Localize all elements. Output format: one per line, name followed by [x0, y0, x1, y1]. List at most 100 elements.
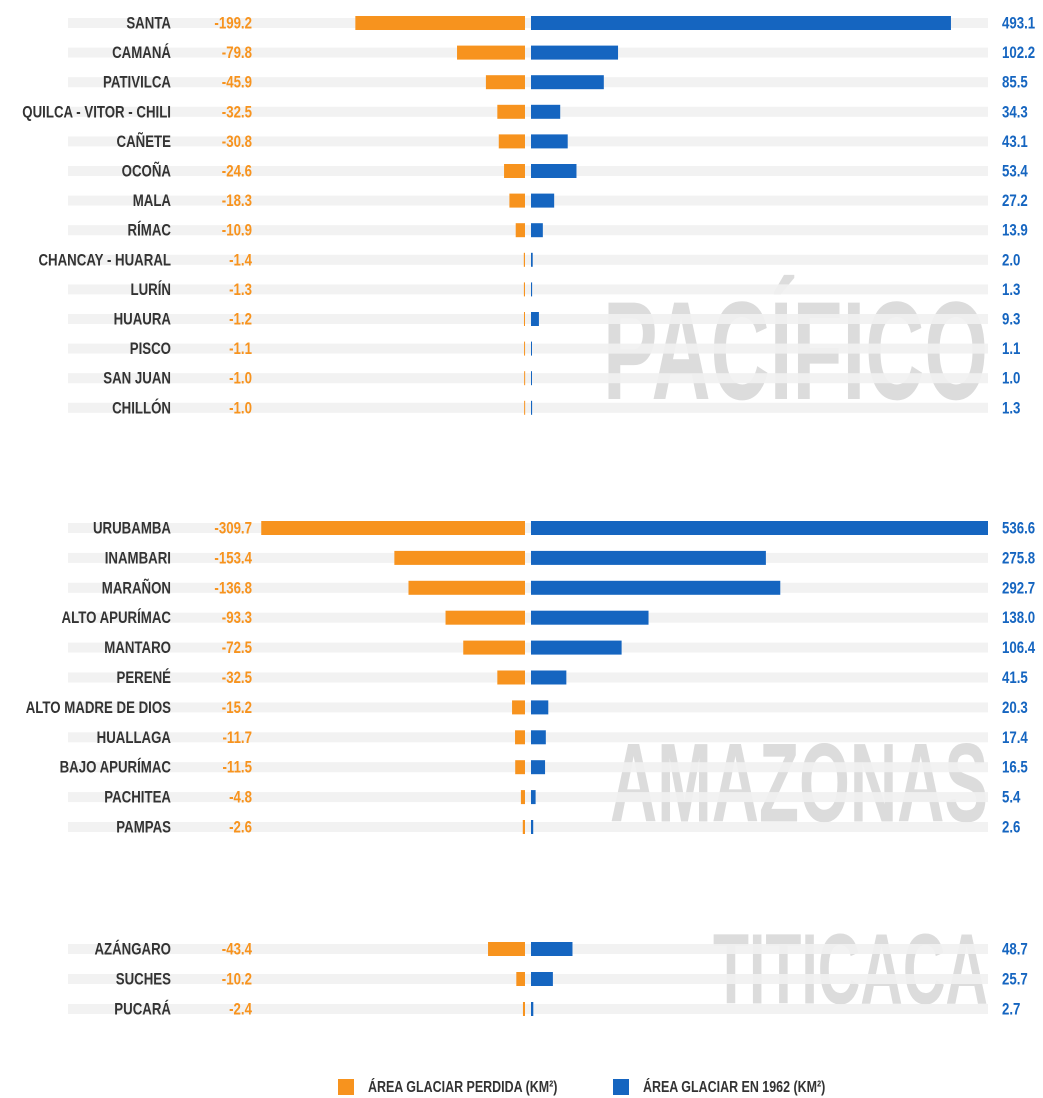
category-label: PACHITEA: [104, 788, 171, 807]
category-label: CHANCAY - HUARAL: [38, 251, 171, 270]
bar: [531, 521, 988, 535]
track: [68, 612, 988, 623]
value-label: -15.2: [222, 698, 252, 717]
legend-label: ÁREA GLACIAR PERDIDA (KM²): [368, 1078, 558, 1097]
category-label: SANTA: [126, 14, 171, 33]
category-label: AZÁNGARO: [94, 940, 171, 959]
bar: [497, 104, 525, 119]
category-label: OCOÑA: [122, 161, 171, 181]
value-label: -18.3: [222, 192, 252, 211]
bar: [531, 670, 567, 685]
bar: [520, 790, 525, 805]
bar: [531, 193, 555, 208]
bar: [512, 700, 525, 715]
track: [68, 106, 988, 117]
bar: [515, 223, 525, 238]
value-label: -1.3: [229, 280, 252, 299]
value-label: 138.0: [1002, 609, 1035, 628]
category-label: CAÑETE: [117, 131, 171, 151]
track: [68, 402, 988, 413]
bar: [523, 312, 525, 326]
value-label: -93.3: [222, 609, 252, 628]
category-label: PUCARÁ: [114, 1000, 171, 1019]
category-label: ALTO MADRE DE DIOS: [26, 698, 171, 717]
track: [68, 18, 988, 28]
bar: [515, 760, 525, 775]
legend-swatch: [338, 1079, 354, 1095]
bar: [523, 252, 525, 267]
category-label: URUBAMBA: [93, 519, 171, 538]
value-label: 1.0: [1002, 369, 1020, 388]
track: [68, 792, 988, 803]
category-label: HUAURA: [114, 310, 171, 329]
category-label: CAMANÁ: [112, 44, 171, 63]
bar: [463, 640, 525, 655]
bar: [531, 104, 561, 119]
value-label: 493.1: [1002, 14, 1036, 33]
bar: [488, 942, 525, 956]
track: [68, 373, 988, 384]
category-label: MALA: [133, 192, 171, 211]
category-label: HUALLAGA: [97, 728, 171, 747]
value-label: 536.6: [1002, 519, 1035, 538]
bar: [261, 521, 525, 535]
track: [68, 974, 988, 984]
value-label: -11.5: [223, 758, 253, 777]
value-label: 34.3: [1002, 103, 1028, 122]
value-label: 292.7: [1002, 579, 1035, 598]
track: [68, 552, 988, 563]
track: [68, 284, 988, 295]
value-label: 48.7: [1002, 940, 1028, 959]
value-label: 5.4: [1002, 788, 1021, 807]
track: [68, 672, 988, 683]
value-label: 2.0: [1002, 251, 1020, 270]
value-label: 85.5: [1002, 73, 1028, 92]
bar: [524, 400, 526, 415]
bar: [531, 580, 781, 595]
track: [68, 343, 988, 354]
bar: [531, 16, 951, 30]
track: [68, 642, 988, 653]
bar: [531, 942, 573, 956]
track: [68, 254, 988, 265]
value-label: -72.5: [222, 639, 253, 658]
value-label: 1.3: [1002, 280, 1020, 299]
value-label: -136.8: [214, 579, 252, 598]
category-label: RÍMAC: [128, 221, 171, 240]
value-label: -32.5: [222, 103, 253, 122]
category-label: PAMPAS: [116, 818, 171, 837]
value-label: 17.4: [1002, 728, 1028, 747]
track: [68, 77, 988, 88]
category-label: PISCO: [130, 340, 171, 359]
category-label: PATIVILCA: [103, 73, 171, 92]
bar: [394, 550, 525, 565]
bar: [531, 760, 546, 775]
value-label: 41.5: [1002, 668, 1028, 687]
track: [68, 702, 988, 713]
category-label: INAMBARI: [105, 549, 171, 568]
track: [68, 762, 988, 773]
value-label: 25.7: [1002, 970, 1028, 989]
value-label: -24.6: [222, 162, 252, 181]
category-label: PERENÉ: [117, 668, 171, 687]
value-label: -79.8: [222, 44, 252, 63]
value-label: -199.2: [214, 14, 252, 33]
bar: [522, 820, 525, 834]
category-label: QUILCA - VITOR - CHILI: [22, 103, 171, 122]
value-label: 13.9: [1002, 221, 1028, 240]
value-label: 27.2: [1002, 192, 1028, 211]
bar: [531, 790, 536, 805]
bar: [531, 341, 532, 356]
bar: [531, 164, 577, 178]
value-label: -30.8: [222, 132, 252, 151]
value-label: -10.2: [222, 970, 252, 989]
value-label: -1.1: [229, 340, 252, 359]
bar: [531, 45, 619, 60]
value-label: 2.7: [1002, 1000, 1020, 1019]
category-label: CHILLÓN: [112, 398, 171, 418]
bar: [531, 972, 553, 986]
legend-swatch: [613, 1079, 629, 1095]
bar: [523, 282, 525, 297]
bar: [504, 164, 525, 178]
